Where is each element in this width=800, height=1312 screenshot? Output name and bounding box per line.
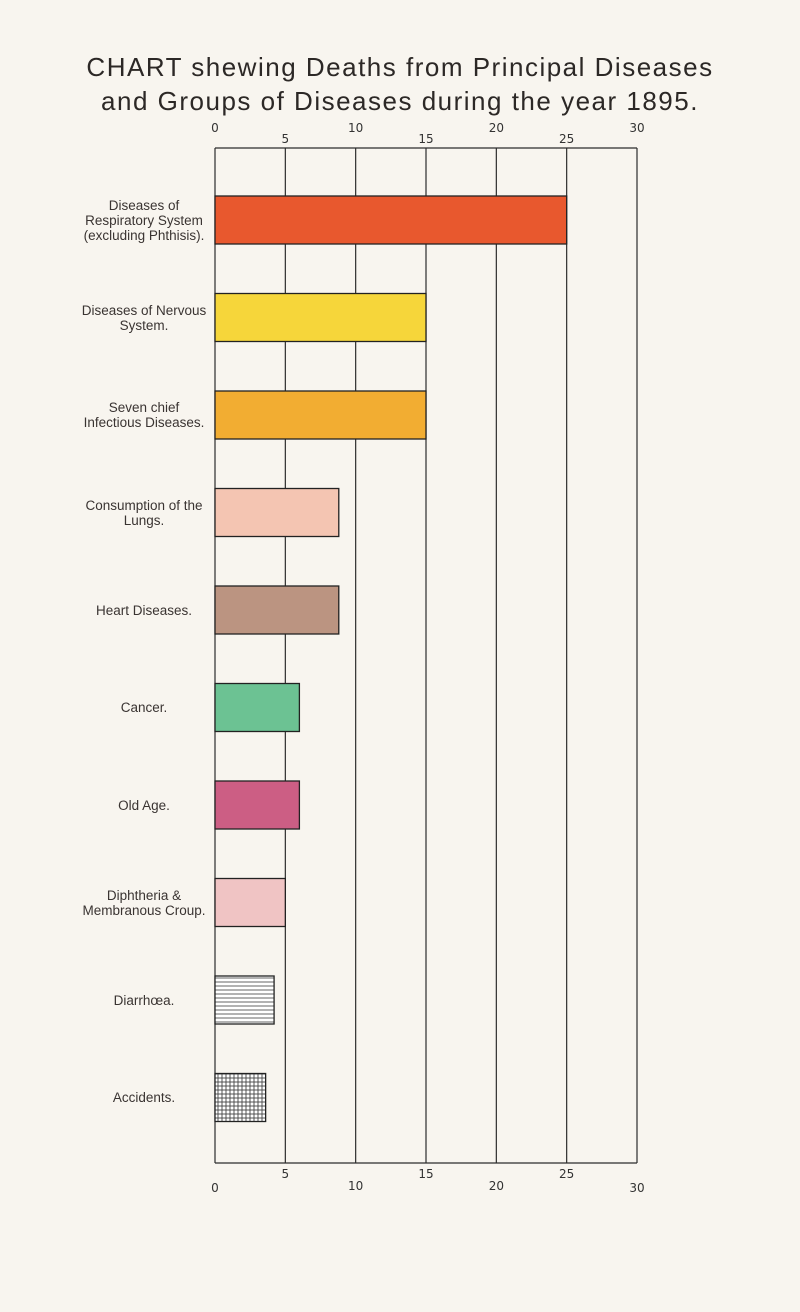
- top-tick-label: 5: [282, 132, 290, 146]
- bottom-tick-label: 20: [489, 1179, 504, 1193]
- bar-6: [214, 682, 301, 733]
- bottom-tick-label: 25: [559, 1167, 574, 1181]
- chart-title-line-1: CHART shewing Deaths from Principal Dise…: [86, 52, 714, 82]
- bottom-tick-label: 15: [418, 1167, 433, 1181]
- top-tick-label: 30: [629, 121, 644, 135]
- category-label: Cancer.: [120, 700, 168, 715]
- category-label: Diarrhœa.: [113, 992, 175, 1008]
- category-label: Accidents.: [112, 1090, 176, 1105]
- bottom-tick-label: 5: [282, 1167, 290, 1181]
- category-label: Diseases of Respiratory System (excludin…: [83, 197, 205, 243]
- bar-3: [214, 390, 427, 440]
- top-tick-label: 20: [489, 121, 504, 135]
- bar-10: [214, 1072, 267, 1123]
- category-label: Old Age.: [118, 797, 170, 813]
- category-label: Consumption of the Lungs.: [85, 497, 203, 528]
- chart-title-line-2: and Groups of Diseases during the year 1…: [101, 86, 699, 116]
- bottom-tick-label: 0: [211, 1181, 219, 1195]
- bar-5: [214, 585, 340, 635]
- bar-4: [214, 487, 340, 538]
- bar-9: [214, 975, 275, 1025]
- bar-1: [214, 195, 568, 245]
- top-tick-label: 10: [348, 121, 363, 135]
- category-label: Seven chief Infectious Diseases.: [83, 400, 205, 430]
- top-tick-label: 15: [418, 132, 433, 146]
- bar-8: [214, 877, 286, 928]
- category-label: Heart Diseases.: [95, 602, 193, 618]
- top-tick-label: 0: [211, 121, 219, 135]
- bottom-tick-label: 30: [629, 1181, 644, 1195]
- bar-7: [214, 780, 301, 830]
- category-label: Diphtheria & Membranous Croup.: [82, 887, 206, 918]
- category-label: Diseases of Nervous System.: [81, 302, 207, 333]
- bar-2: [214, 292, 427, 343]
- bottom-tick-label: 10: [348, 1179, 363, 1193]
- top-tick-label: 25: [559, 132, 574, 146]
